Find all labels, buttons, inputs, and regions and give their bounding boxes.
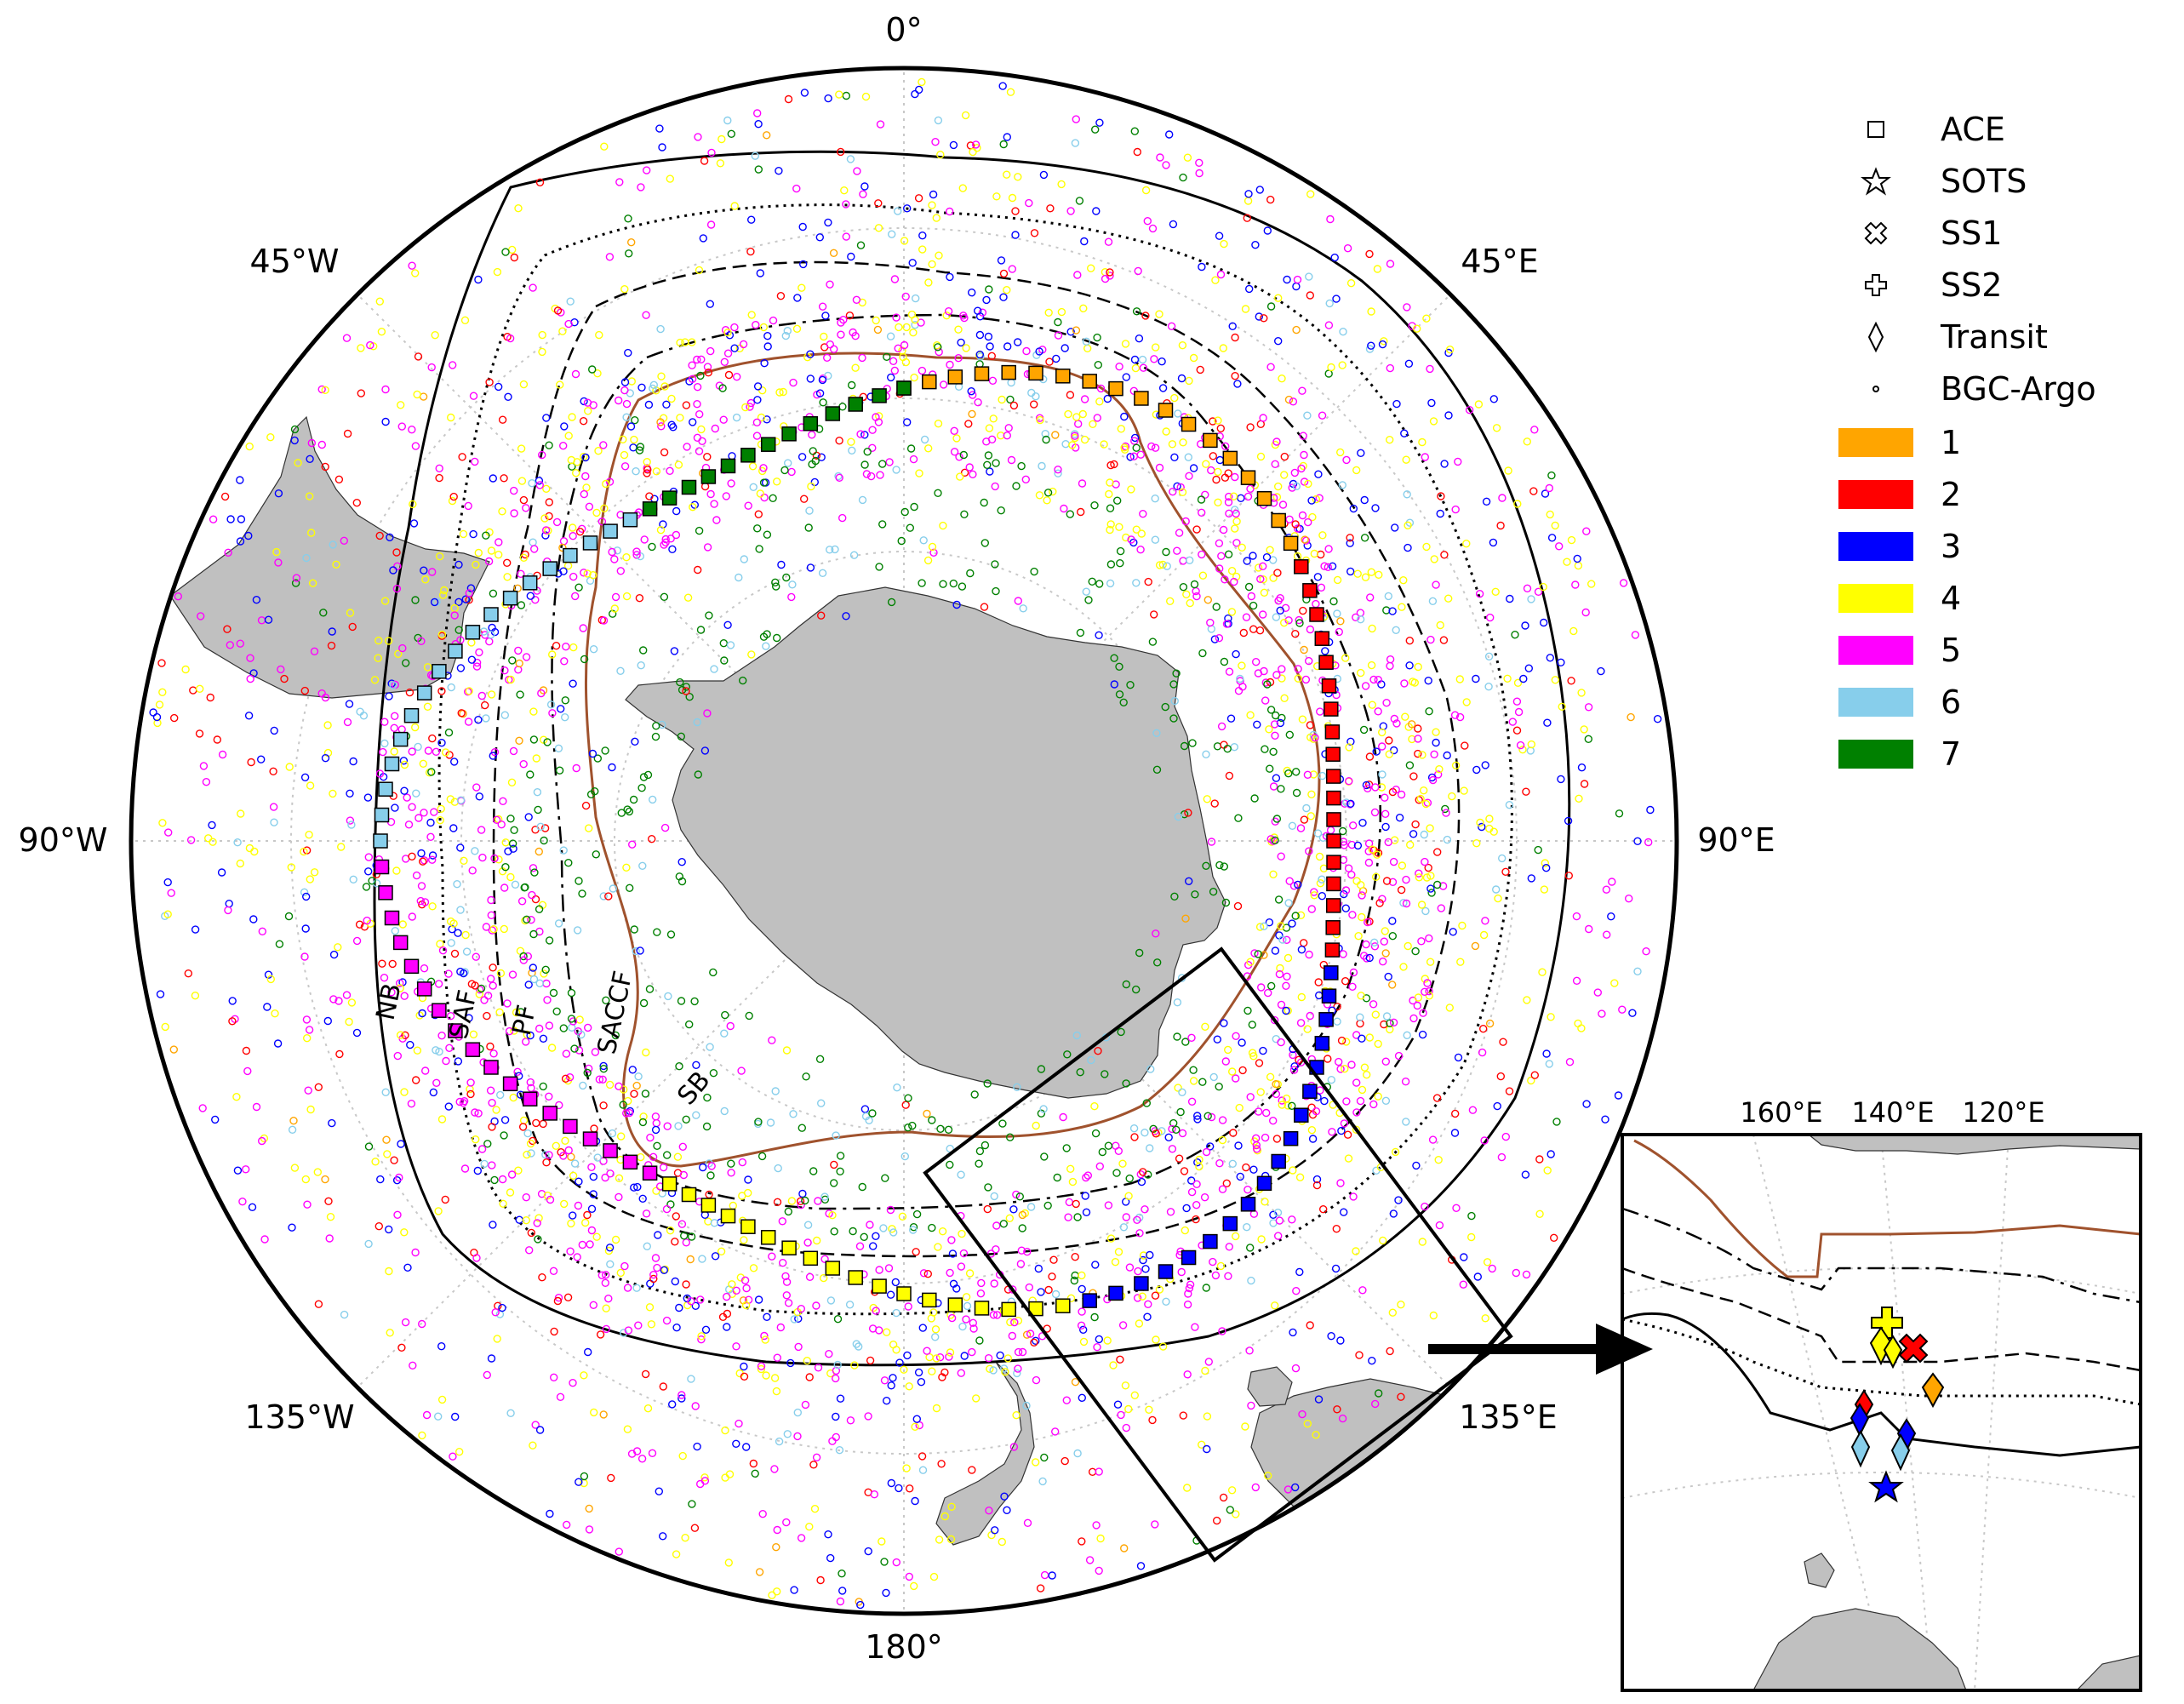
transit-diamond-marker [1869, 1326, 1893, 1366]
main-map: 0° 45°E 90°E 135°E 180° 135°W 90°W 45°W … [19, 11, 1775, 1666]
inset-region-box [923, 946, 1513, 1563]
legend-label: ACE [1941, 111, 2005, 148]
ss1-x-marker [1898, 1333, 1929, 1364]
inset-tasmania-landmass [1804, 1552, 1835, 1588]
legend-label: 7 [1941, 735, 1961, 773]
small-circle-marker-icon [1872, 386, 1879, 392]
transit-diamond-marker [1883, 1335, 1903, 1369]
south-america-landmass [169, 415, 490, 699]
legend-label: SS2 [1941, 266, 2002, 304]
legend-entry-ace: ACE [1867, 111, 2005, 148]
legend-label: 4 [1941, 580, 1961, 617]
legend-class-entries: 1 2 3 4 5 6 7 [1838, 424, 1961, 773]
lon-label-90e: 90°E [1697, 821, 1775, 859]
transit-diamond-marker [1890, 1432, 1911, 1472]
front-label-pf: PF [507, 1003, 543, 1038]
inset-land [1752, 1135, 2141, 1690]
plus-marker-icon [1865, 274, 1887, 296]
legend-color-swatch [1838, 480, 1913, 509]
legend-label: 1 [1941, 424, 1961, 461]
southern-acc-front [551, 313, 1382, 1210]
legend-entry-ss2: SS2 [1865, 266, 2002, 304]
legend-color-swatch [1838, 428, 1913, 457]
legend-color-swatch [1838, 532, 1913, 561]
inset-arrow [1428, 1324, 1653, 1375]
legend: ACE SOTS SS1 SS2 Transit BGC-Argo 1 2 3 4 5 6 7 [1838, 111, 2096, 773]
legend-label: Transit [1940, 318, 2048, 356]
lon-label-180: 180° [865, 1628, 943, 1666]
x-cross-marker-icon [1864, 221, 1888, 245]
legend-label: 3 [1941, 528, 1961, 565]
transit-diamond-marker [1850, 1429, 1871, 1468]
sots-star-marker [1868, 1470, 1904, 1503]
legend-label: 2 [1941, 476, 1961, 513]
graticule-grid [131, 68, 1677, 1614]
inset-longitude-labels: 160°E 140°E 120°E [1740, 1096, 2044, 1129]
tasmania-landmass [1247, 1366, 1293, 1407]
ocean-fronts [373, 150, 1571, 1367]
inset-map: 160°E 140°E 120°E [1621, 1096, 2142, 1692]
inset-australia-landmass [1752, 1608, 1967, 1690]
lon-label-45w: 45°W [250, 243, 340, 280]
ace-ship-track [373, 364, 1341, 1318]
subantarctic-front [437, 203, 1513, 1316]
legend-class-7: 7 [1838, 735, 1961, 773]
legend-class-4: 4 [1838, 580, 1961, 617]
legend-label: 6 [1941, 683, 1961, 721]
legend-entry-transit: Transit [1867, 318, 2048, 356]
inset-frame [1621, 1133, 2142, 1692]
lon-label-135e: 135°E [1459, 1398, 1558, 1436]
new-zealand-landmass [935, 1361, 1035, 1546]
legend-entry-ss1: SS1 [1864, 214, 2002, 252]
legend-class-5: 5 [1838, 632, 1961, 669]
legend-label: SOTS [1941, 163, 2027, 200]
inset-lon-label-120e: 120°E [1962, 1096, 2044, 1129]
front-label-nb: NB [371, 981, 408, 1022]
legend-class-6: 6 [1838, 683, 1961, 721]
inset-fronts [1622, 1139, 2141, 1457]
legend-entry-sots: SOTS [1861, 163, 2027, 200]
legend-symbol-entries: ACE SOTS SS1 SS2 Transit BGC-Argo [1861, 111, 2096, 408]
legend-color-swatch [1838, 636, 1913, 665]
inset-lon-label-160e: 160°E [1740, 1096, 1822, 1129]
legend-label: SS1 [1941, 214, 2002, 252]
legend-class-2: 2 [1838, 476, 1961, 513]
star-marker-icon [1861, 167, 1891, 196]
inset-markers [1850, 1307, 1945, 1503]
polar-front [492, 260, 1461, 1258]
lon-label-45e: 45°E [1461, 243, 1538, 280]
transit-diamond-marker [1921, 1372, 1945, 1409]
inset-lon-label-140e: 140°E [1851, 1096, 1934, 1129]
map-boundary-circle [129, 66, 1679, 1616]
antarctica-landmass [625, 586, 1226, 1099]
legend-class-1: 1 [1838, 424, 1961, 461]
inset-antarctica-landmass [1808, 1135, 2141, 1155]
longitude-labels: 0° 45°E 90°E 135°E 180° 135°W 90°W 45°W [19, 11, 1775, 1666]
legend-entry-bgc-argo: BGC-Argo [1872, 370, 2096, 408]
lon-label-90w: 90°W [19, 821, 108, 859]
diamond-marker-icon [1867, 321, 1884, 353]
legend-label: 5 [1941, 632, 1961, 669]
lon-label-135w: 135°W [244, 1398, 354, 1436]
legend-color-swatch [1838, 688, 1913, 717]
legend-color-swatch [1838, 740, 1913, 769]
land-masses [169, 415, 1499, 1550]
legend-label: BGC-Argo [1941, 370, 2096, 408]
lon-label-0: 0° [885, 11, 922, 49]
legend-class-3: 3 [1838, 528, 1961, 565]
northern-boundary-front [373, 150, 1571, 1367]
square-marker-icon [1867, 121, 1884, 138]
legend-color-swatch [1838, 584, 1913, 613]
